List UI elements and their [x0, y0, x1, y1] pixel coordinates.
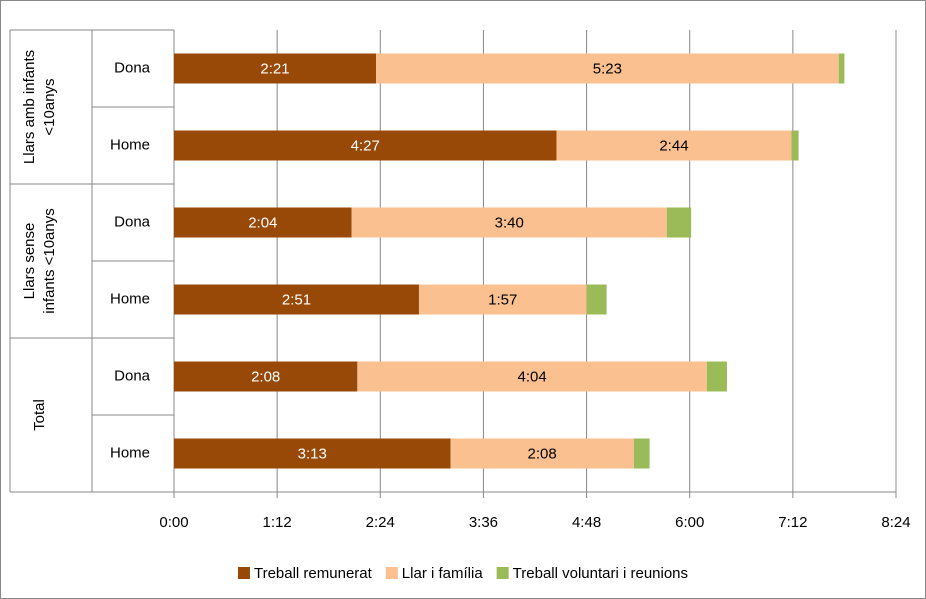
bar-segment	[174, 438, 451, 469]
bar-segment	[174, 284, 419, 315]
data-label: 2:44	[659, 137, 688, 154]
bar-segment	[375, 53, 839, 84]
data-label: 1:57	[488, 291, 517, 308]
legend-swatch	[237, 567, 250, 579]
data-label: 2:08	[251, 368, 280, 385]
data-label: 2:51	[282, 291, 311, 308]
y-tick-label: Dona	[114, 213, 151, 230]
data-label: 2:08	[528, 445, 557, 462]
legend-label: Treball voluntari i reunions	[513, 565, 688, 582]
x-tick-label: 1:12	[263, 514, 292, 531]
x-tick-label: 7:12	[778, 514, 807, 531]
y-tick-label: Home	[110, 290, 150, 307]
data-label: 3:40	[495, 214, 524, 231]
bar-segment	[556, 130, 792, 161]
bar-segment	[450, 438, 634, 469]
y-tick-label: Dona	[114, 59, 151, 76]
x-tick-label: 8:24	[881, 514, 910, 531]
bar-segment	[418, 284, 587, 315]
legend-label: Treball remunerat	[254, 565, 373, 582]
data-label: 4:04	[518, 368, 547, 385]
bar-segment	[633, 438, 650, 469]
data-label: 5:23	[593, 60, 622, 77]
bar-segment	[791, 130, 799, 161]
x-tick-label: 3:36	[469, 514, 498, 531]
y-tick-label: Home	[110, 444, 150, 461]
data-label: 3:13	[298, 445, 327, 462]
y-tick-label: Dona	[114, 367, 151, 384]
y-tick-label: Home	[110, 136, 150, 153]
bar-segment	[174, 207, 352, 238]
legend: Treball remunerat Llar i família Treball v…	[237, 565, 688, 582]
bar-segment	[586, 284, 607, 315]
legend-swatch	[496, 567, 509, 579]
legend-swatch	[385, 567, 398, 579]
bar-segment	[174, 130, 557, 161]
group-label: Total	[31, 399, 48, 431]
x-tick-label: 4:48	[572, 514, 601, 531]
bar-segment	[666, 207, 692, 238]
bar-segment	[706, 361, 727, 392]
x-tick-label: 2:24	[366, 514, 395, 531]
bar-segment	[357, 361, 707, 392]
bar-segment	[351, 207, 667, 238]
bar-segment	[174, 361, 358, 392]
group-label: Llars sense	[21, 223, 38, 300]
group-label: infants <10anys	[41, 208, 58, 314]
legend-label: Llar i família	[402, 565, 484, 582]
x-tick-label: 0:00	[159, 514, 188, 531]
data-label: 2:04	[248, 214, 277, 231]
bar-segment	[174, 53, 376, 84]
data-label: 2:21	[260, 60, 289, 77]
group-label: <10anys	[41, 78, 58, 135]
group-label: Llars amb infants	[21, 50, 38, 164]
x-tick-label: 6:00	[675, 514, 704, 531]
data-label: 4:27	[351, 137, 380, 154]
bar-segment	[838, 53, 845, 84]
